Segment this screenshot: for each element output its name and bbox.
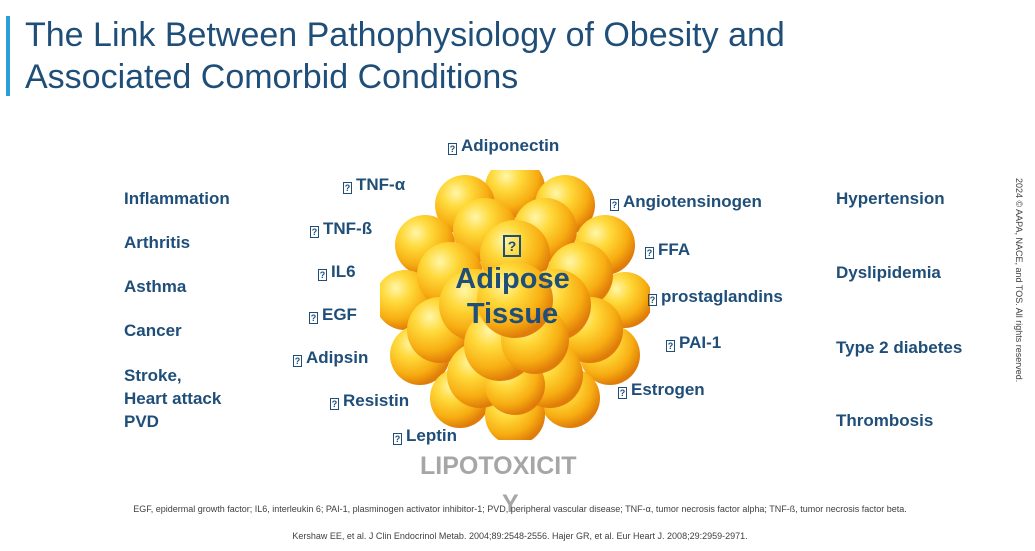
lipotoxicity-label: LIPOTOXICIT bbox=[420, 452, 577, 480]
adipose-tissue-label: Adipose Tissue bbox=[430, 262, 595, 332]
change-indicator-icon: ? bbox=[310, 226, 319, 238]
factor-resistin: ? Resistin bbox=[330, 391, 410, 410]
condition-dyslipidemia: Dyslipidemia bbox=[836, 263, 941, 282]
factor-tnf-alpha: ? TNF-α bbox=[343, 175, 406, 194]
change-indicator-icon: ? bbox=[318, 269, 327, 281]
condition-inflammation: Inflammation bbox=[124, 189, 230, 208]
factor-tnf-beta: ? TNF-ß bbox=[310, 219, 373, 238]
slide-title: The Link Between Pathophysiology of Obes… bbox=[25, 14, 785, 98]
adipose-tissue-line-1: Adipose bbox=[455, 263, 570, 295]
change-indicator-icon: ? bbox=[645, 247, 654, 259]
condition-hypertension: Hypertension bbox=[836, 189, 945, 208]
fat-cell bbox=[477, 262, 553, 338]
slide-title-line-2: Associated Comorbid Conditions bbox=[25, 58, 519, 96]
change-indicator-icon: ? bbox=[448, 143, 457, 155]
change-indicator-icon: ? bbox=[309, 312, 318, 324]
copyright-notice: 2024 © AAPA, NACE, and TOS. All rights r… bbox=[1014, 178, 1024, 383]
factor-adiponectin: ? Adiponectin bbox=[448, 136, 560, 155]
lipotoxicity-label-tail: Y bbox=[502, 490, 519, 518]
factor-adipsin: ? Adipsin bbox=[293, 348, 369, 367]
change-indicator-icon: ? bbox=[610, 199, 619, 211]
references: Kershaw EE, et al. J Clin Endocrinol Met… bbox=[292, 531, 748, 541]
condition-stroke: Stroke, bbox=[124, 366, 182, 385]
title-accent-bar bbox=[6, 16, 10, 96]
change-indicator-icon: ? bbox=[293, 355, 302, 367]
change-indicator-icon: ? bbox=[393, 433, 402, 445]
condition-asthma: Asthma bbox=[124, 277, 187, 296]
factor-leptin: ? Leptin bbox=[393, 426, 457, 445]
adipose-tissue-line-2: Tissue bbox=[466, 298, 559, 330]
factor-egf: ? EGF bbox=[309, 305, 357, 324]
condition-heart-attack: Heart attack bbox=[124, 389, 222, 408]
abbreviations-footnote: EGF, epidermal growth factor; IL6, inter… bbox=[133, 504, 907, 514]
change-indicator-icon: ? bbox=[666, 340, 675, 352]
condition-type-2-diabetes: Type 2 diabetes bbox=[836, 338, 963, 357]
change-indicator-icon: ? bbox=[343, 182, 352, 194]
change-indicator-icon: ? bbox=[648, 294, 657, 306]
change-indicator-icon: ? bbox=[330, 398, 339, 410]
condition-thrombosis: Thrombosis bbox=[836, 411, 934, 430]
factor-prostaglandins: ? prostaglandins bbox=[648, 287, 783, 306]
change-indicator-icon: ? bbox=[503, 235, 521, 257]
adipose-tissue-illustration bbox=[380, 170, 650, 440]
factor-estrogen: ? Estrogen bbox=[618, 380, 705, 399]
factor-il6: ? IL6 bbox=[318, 262, 356, 281]
factor-angiotensinogen: ? Angiotensinogen bbox=[610, 192, 762, 211]
slide-title-line-1: The Link Between Pathophysiology of Obes… bbox=[25, 16, 785, 54]
condition-pvd: PVD bbox=[124, 412, 159, 431]
condition-cancer: Cancer bbox=[124, 321, 182, 340]
factor-pai-1: ? PAI-1 bbox=[666, 333, 722, 352]
condition-arthritis: Arthritis bbox=[124, 233, 191, 252]
factor-ffa: ? FFA bbox=[645, 240, 691, 259]
change-indicator-icon: ? bbox=[618, 387, 627, 399]
